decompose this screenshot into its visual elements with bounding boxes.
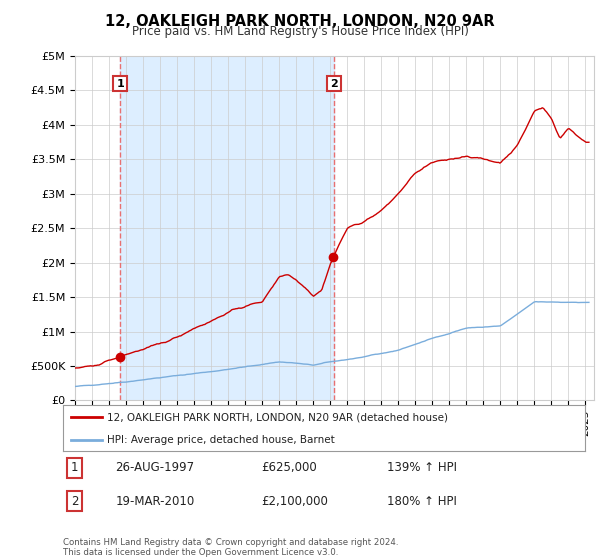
Text: 12, OAKLEIGH PARK NORTH, LONDON, N20 9AR (detached house): 12, OAKLEIGH PARK NORTH, LONDON, N20 9AR… [107, 412, 448, 422]
Text: 19-MAR-2010: 19-MAR-2010 [115, 494, 194, 508]
Bar [120, 56, 334, 400]
Text: £625,000: £625,000 [262, 461, 317, 474]
Text: 12, OAKLEIGH PARK NORTH, LONDON, N20 9AR: 12, OAKLEIGH PARK NORTH, LONDON, N20 9AR [105, 14, 495, 29]
Text: 2: 2 [71, 494, 78, 508]
Text: 1: 1 [71, 461, 78, 474]
Text: 180% ↑ HPI: 180% ↑ HPI [386, 494, 457, 508]
Text: 139% ↑ HPI: 139% ↑ HPI [386, 461, 457, 474]
Text: Contains HM Land Registry data © Crown copyright and database right 2024.
This d: Contains HM Land Registry data © Crown c… [63, 538, 398, 557]
Text: 26-AUG-1997: 26-AUG-1997 [115, 461, 194, 474]
Text: Price paid vs. HM Land Registry's House Price Index (HPI): Price paid vs. HM Land Registry's House … [131, 25, 469, 38]
Text: 2: 2 [330, 78, 338, 88]
Text: £2,100,000: £2,100,000 [262, 494, 328, 508]
Text: 1: 1 [116, 78, 124, 88]
Text: HPI: Average price, detached house, Barnet: HPI: Average price, detached house, Barn… [107, 435, 335, 445]
